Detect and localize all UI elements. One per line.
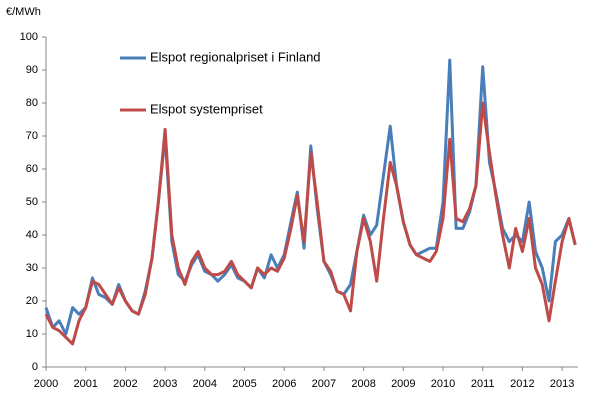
y-tick-label: 50 <box>26 196 38 208</box>
x-tick-label: 2005 <box>232 378 256 390</box>
y-tick-label: 60 <box>26 163 38 175</box>
y-tick-label: 20 <box>26 295 38 307</box>
x-tick-label: 2013 <box>550 378 574 390</box>
x-tick-label: 2012 <box>510 378 534 390</box>
y-tick-label: 10 <box>26 328 38 340</box>
x-tick-label: 2000 <box>34 378 58 390</box>
legend-label: Elspot regionalpriset i Finland <box>150 49 321 64</box>
y-tick-label: 90 <box>26 64 38 76</box>
x-tick-label: 2002 <box>113 378 137 390</box>
x-tick-label: 2007 <box>312 378 336 390</box>
series-line <box>44 101 577 346</box>
x-tick-label: 2008 <box>351 378 375 390</box>
y-tick-label: 40 <box>26 229 38 241</box>
legend-label: Elspot systempriset <box>150 101 263 116</box>
x-tick-label: 2010 <box>431 378 455 390</box>
y-tick-label: 70 <box>26 130 38 142</box>
y-axis-label: €/MWh <box>6 6 41 18</box>
y-tick-label: 100 <box>20 31 38 43</box>
y-tick-label: 0 <box>32 361 38 373</box>
y-tick-label: 30 <box>26 262 38 274</box>
x-tick-label: 2001 <box>73 378 97 390</box>
x-tick-label: 2004 <box>193 378 217 390</box>
x-tick-label: 2011 <box>471 378 495 390</box>
x-tick-label: 2006 <box>272 378 296 390</box>
x-tick-label: 2009 <box>391 378 415 390</box>
x-tick-label: 2003 <box>153 378 177 390</box>
y-tick-label: 80 <box>26 97 38 109</box>
